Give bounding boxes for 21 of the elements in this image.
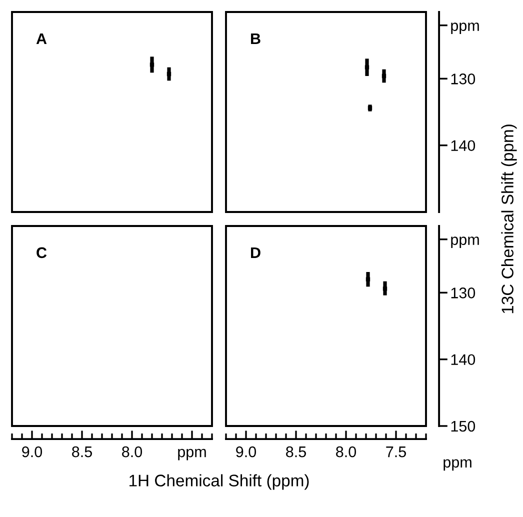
y-tick-label: 140 [451, 140, 476, 152]
y-tick-label: 140 [451, 354, 476, 366]
x-tick-label: 8.5 [72, 446, 92, 458]
x-tick-label: 8.0 [336, 446, 356, 458]
y-tick-label: 150 [451, 420, 476, 432]
text: A [36, 33, 47, 44]
y-tick-label: ppm [451, 236, 479, 248]
text: B [251, 33, 260, 44]
x-tick-label: 9.0 [22, 446, 42, 458]
y-tick-label: ppm [451, 22, 479, 34]
text: D [251, 247, 260, 258]
x-tick-label: 7.5 [386, 446, 406, 458]
y-tick-label: 130 [451, 288, 476, 298]
text: C [36, 247, 47, 258]
x-tick-label: 8.5 [286, 446, 306, 458]
y-tick-label: 130 [451, 74, 476, 84]
x-tick-label: ppm [178, 448, 206, 460]
x-tick-label: 9.0 [236, 446, 256, 458]
x-tick-label: 8.0 [122, 446, 142, 458]
x-axis-title: 1H Chemical Shift (ppm) [130, 474, 309, 490]
y-axis-title: 13C Chemical Shift (ppm) [501, 124, 517, 314]
